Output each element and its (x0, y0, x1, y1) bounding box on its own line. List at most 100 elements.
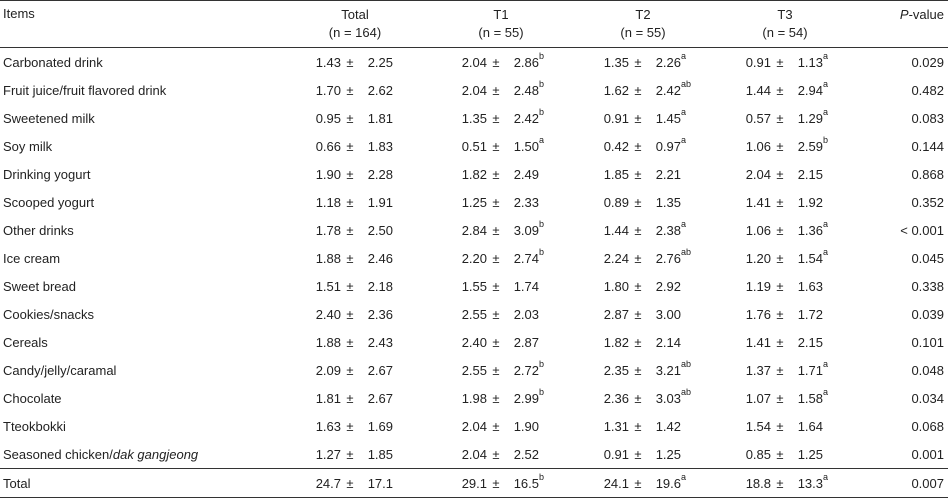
cell-t3-mean: 1.44 (745, 82, 771, 98)
plus-minus-sign: ± (776, 390, 784, 406)
cell-t2-superscript: ab (681, 78, 692, 89)
table-row: Candy/jelly/caramal 2.09 ±2.67 2.55 ±2.72 b 2.… (0, 356, 948, 384)
plus-minus-sign: ± (492, 306, 500, 322)
plus-minus-sign: ± (492, 418, 500, 434)
cell-t2: 24.1 ±19.6 a (572, 472, 714, 491)
cell-t1-sd: 2.03 (513, 306, 539, 322)
cell-t3-mean: 1.19 (745, 278, 771, 294)
cell-t3: 0.91 ±1.13 a (714, 51, 856, 70)
cell-t3-mean: 0.91 (745, 54, 771, 70)
cell-t1-mean: 2.04 (461, 54, 487, 70)
cell-p-value: 0.048 (911, 362, 944, 378)
plus-minus-sign: ± (346, 390, 354, 406)
row-item-label: Other drinks (3, 222, 74, 238)
cell-t1: 1.35 ±2.42 b (430, 107, 572, 126)
header-p-rest: -value (908, 7, 944, 22)
cell-t3-sd: 2.15 (797, 334, 823, 350)
cell-t1-superscript: b (539, 246, 545, 257)
plus-minus-sign: ± (492, 138, 500, 154)
cell-total: 1.63 ±1.69 (280, 419, 430, 434)
cell-total-sd: 2.67 (367, 390, 393, 406)
cell-p-value: 0.144 (911, 138, 944, 154)
cell-total: 24.7 ±17.1 (280, 476, 430, 491)
cell-total-sd: 2.28 (367, 166, 393, 182)
plus-minus-sign: ± (776, 138, 784, 154)
row-item-name: Sweet bread (0, 279, 280, 294)
header-t3: T3 (n = 54) (714, 1, 856, 47)
table-row: Drinking yogurt 1.90 ±2.28 1.82 ±2.49 1.85 ±2.… (0, 160, 948, 188)
cell-p-value: 0.482 (911, 82, 944, 98)
cell-t2-superscript (681, 415, 695, 430)
cell-t2-mean: 1.82 (603, 334, 629, 350)
cell-t3: 1.19 ±1.63 (714, 279, 856, 294)
row-item-name: Seasoned chicken/dak gangjeong (0, 447, 280, 462)
cell-total-mean: 1.63 (315, 418, 341, 434)
table-row: Tteokbokki 1.63 ±1.69 2.04 ±1.90 1.31 ±1.42 1.5… (0, 412, 948, 440)
cell-t3: 18.8 ±13.3 a (714, 472, 856, 491)
plus-minus-sign: ± (492, 390, 500, 406)
row-item-name: Sweetened milk (0, 111, 280, 126)
row-item-label: Tteokbokki (3, 418, 66, 434)
cell-t2-mean: 2.36 (603, 390, 629, 406)
cell-t1-mean: 29.1 (461, 475, 487, 491)
plus-minus-sign: ± (492, 446, 500, 462)
cell-t1-superscript (539, 331, 553, 346)
cell-t3-mean: 0.85 (745, 446, 771, 462)
plus-minus-sign: ± (634, 446, 642, 462)
table-row: Carbonated drink 1.43 ±2.25 2.04 ±2.86 b 1.35 ±… (0, 48, 948, 76)
table-row: Seasoned chicken/dak gangjeong 1.27 ±1.85 2… (0, 440, 948, 468)
row-item-name: Cookies/snacks (0, 307, 280, 322)
cell-t1-mean: 1.98 (461, 390, 487, 406)
plus-minus-sign: ± (776, 194, 784, 210)
plus-minus-sign: ± (634, 138, 642, 154)
cell-t3-superscript: a (823, 106, 829, 117)
cell-t3-mean: 1.07 (745, 390, 771, 406)
cell-total-mean: 24.7 (315, 475, 341, 491)
row-item-name: Other drinks (0, 223, 280, 238)
cell-t3-sd: 2.59 (797, 138, 823, 154)
row-item-label: Cereals (3, 334, 48, 350)
cell-t3-superscript (823, 443, 837, 458)
plus-minus-sign: ± (346, 475, 354, 491)
cell-total: 1.88 ±2.46 (280, 251, 430, 266)
cell-p-value: 0.352 (911, 194, 944, 210)
cell-t2-sd: 1.35 (655, 194, 681, 210)
cell-t1-sd: 2.49 (513, 166, 539, 182)
cell-t1-mean: 2.55 (461, 306, 487, 322)
cell-t3-sd: 1.92 (797, 194, 823, 210)
header-t2-label: T2 (635, 7, 651, 22)
cell-t2-mean: 2.35 (603, 362, 629, 378)
plus-minus-sign: ± (492, 334, 500, 350)
cell-t2: 2.36 ±3.03 ab (572, 387, 714, 406)
cell-t3-superscript (823, 331, 837, 346)
cell-total-mean: 1.27 (315, 446, 341, 462)
header-total: Total (n = 164) (280, 1, 430, 47)
cell-t3-sd: 1.64 (797, 418, 823, 434)
cell-total-sd: 1.83 (367, 138, 393, 154)
cell-total-mean: 1.51 (315, 278, 341, 294)
plus-minus-sign: ± (346, 166, 354, 182)
cell-t3-mean: 1.20 (745, 250, 771, 266)
plus-minus-sign: ± (634, 475, 642, 491)
cell-t1: 2.04 ±2.86 b (430, 51, 572, 70)
cell-t1-sd: 16.5 (513, 475, 539, 491)
cell-p-value: 0.034 (911, 390, 944, 406)
cell-t1: 2.55 ±2.03 (430, 307, 572, 322)
plus-minus-sign: ± (492, 54, 500, 70)
table-row: Other drinks 1.78 ±2.50 2.84 ±3.09 b 1.44 ±2.38… (0, 216, 948, 244)
header-t1: T1 (n = 55) (430, 1, 572, 47)
cell-total-mean: 2.40 (315, 306, 341, 322)
cell-total-superscript (393, 191, 407, 206)
row-item-label: Fruit juice/fruit flavored drink (3, 82, 167, 98)
cell-t2-superscript: a (681, 134, 687, 145)
cell-t1-sd: 1.74 (513, 278, 539, 294)
cell-total-superscript (393, 443, 407, 458)
cell-t2: 2.24 ±2.76 ab (572, 247, 714, 266)
cell-t1-sd: 1.50 (513, 138, 539, 154)
cell-t1: 2.04 ±2.48 b (430, 79, 572, 98)
plus-minus-sign: ± (634, 278, 642, 294)
cell-t2-superscript: a (681, 471, 687, 482)
cell-t2: 1.44 ±2.38 a (572, 219, 714, 238)
cell-total-mean: 0.95 (315, 110, 341, 126)
cell-total-superscript (393, 472, 407, 487)
